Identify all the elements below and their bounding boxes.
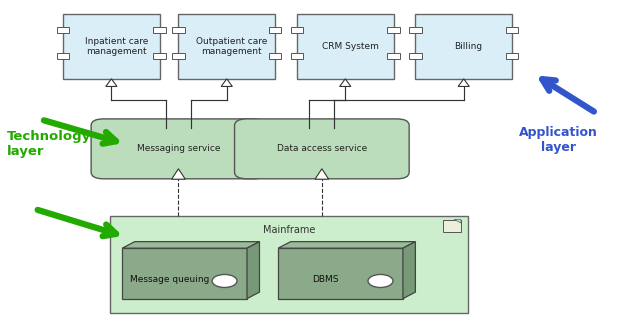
Polygon shape [221, 79, 232, 86]
Polygon shape [458, 79, 469, 86]
Circle shape [368, 274, 393, 287]
Bar [388, 27, 400, 33]
Bar [444, 219, 461, 232]
Polygon shape [339, 79, 351, 86]
Bar [291, 53, 303, 59]
Polygon shape [278, 242, 416, 248]
Text: Inpatient care
management: Inpatient care management [84, 37, 148, 56]
Bar [122, 248, 247, 299]
Bar [63, 14, 160, 79]
Text: Messaging service: Messaging service [137, 144, 220, 153]
Polygon shape [122, 242, 259, 248]
Polygon shape [403, 242, 416, 299]
Bar [506, 53, 518, 59]
Text: Data access service: Data access service [277, 144, 367, 153]
Polygon shape [247, 242, 259, 299]
Polygon shape [454, 219, 461, 223]
FancyBboxPatch shape [234, 119, 409, 179]
Text: Outpatient care
management: Outpatient care management [196, 37, 268, 56]
Bar [154, 53, 166, 59]
Text: DBMS: DBMS [312, 275, 339, 284]
Bar [269, 27, 281, 33]
Text: Message queuing: Message queuing [130, 275, 209, 284]
Bar [506, 27, 518, 33]
Circle shape [212, 274, 237, 287]
Text: Technology
layer: Technology layer [7, 130, 91, 158]
Text: Billing: Billing [454, 42, 482, 51]
Bar [278, 248, 403, 299]
Bar [172, 27, 184, 33]
Polygon shape [172, 169, 185, 179]
Bar [269, 53, 281, 59]
Bar [409, 27, 422, 33]
Bar [416, 14, 512, 79]
Bar [57, 27, 69, 33]
Polygon shape [315, 169, 329, 179]
FancyBboxPatch shape [91, 119, 266, 179]
Bar [178, 14, 275, 79]
Text: Mainframe: Mainframe [263, 225, 315, 235]
Bar [297, 14, 394, 79]
Bar [388, 53, 400, 59]
Bar [291, 27, 303, 33]
Text: CRM System: CRM System [322, 42, 379, 51]
Text: Application
layer: Application layer [519, 126, 598, 154]
Bar [154, 27, 166, 33]
Bar [110, 215, 468, 313]
Bar [409, 53, 422, 59]
Bar [57, 53, 69, 59]
Polygon shape [106, 79, 117, 86]
Bar [172, 53, 184, 59]
